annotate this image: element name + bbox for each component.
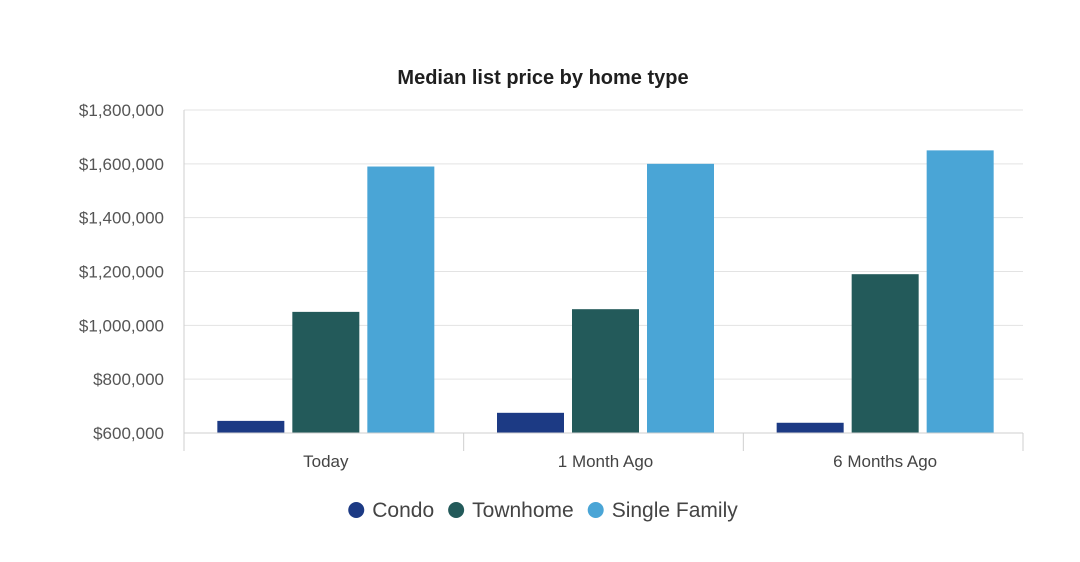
legend-label: Townhome [472, 499, 574, 522]
x-axis [183, 110, 1024, 451]
y-tick-label: $1,400,000 [79, 209, 164, 228]
y-tick-label: $800,000 [93, 370, 164, 389]
bar-single-family [926, 150, 994, 433]
bar-condo [497, 412, 564, 433]
bars [217, 150, 994, 434]
legend: Condo Townhome Single Family [348, 499, 738, 522]
bar-single-family [367, 166, 435, 433]
legend-item-single-family[interactable]: Single Family [587, 499, 739, 522]
bar-townhome [851, 274, 919, 433]
y-tick-label: $1,000,000 [79, 316, 164, 335]
bar-townhome [572, 309, 639, 433]
chart-title: Median list price by home type [397, 67, 688, 89]
y-tick-label: $600,000 [93, 424, 164, 443]
bar-single-family [647, 163, 714, 434]
legend-item-townhome[interactable]: Townhome [448, 499, 574, 522]
y-tick-label: $1,800,000 [79, 101, 164, 120]
legend-label: Single Family [612, 499, 739, 522]
legend-label: Condo [372, 499, 434, 522]
legend-marker [587, 502, 604, 518]
y-tick-label: $1,600,000 [79, 155, 164, 174]
x-tick-label: 6 Months Ago [833, 452, 937, 471]
y-axis-ticks: $600,000 $800,000 $1,000,000 $1,200,000 $1,4… [79, 101, 164, 443]
x-tick-label: Today [303, 452, 349, 471]
x-axis-ticks: Today 1 Month Ago 6 Months Ago [303, 452, 937, 471]
x-tick-label: 1 Month Ago [558, 452, 653, 471]
legend-marker [348, 502, 365, 518]
bar-townhome [292, 311, 360, 433]
bar-condo [776, 422, 844, 433]
legend-marker [448, 502, 465, 518]
bar-condo [217, 420, 285, 433]
legend-item-condo[interactable]: Condo [348, 499, 434, 522]
y-tick-label: $1,200,000 [79, 263, 164, 282]
